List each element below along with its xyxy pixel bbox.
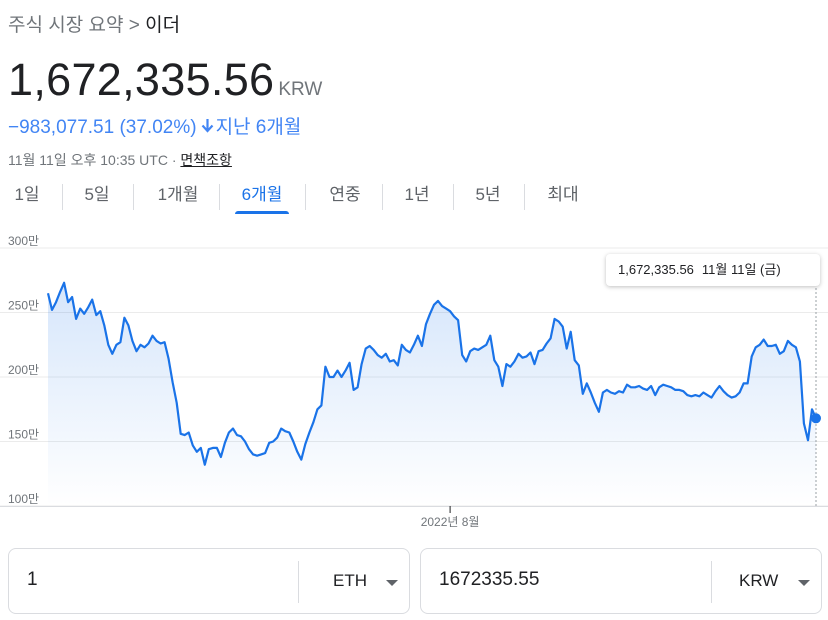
- y-tick-label: 150만: [8, 428, 39, 442]
- price-display: 1,672,335.56 KRW: [8, 54, 322, 106]
- converter-divider: [298, 561, 299, 603]
- price-value: 1,672,335.56: [8, 54, 275, 105]
- y-tick-label: 100만: [8, 492, 39, 506]
- chart-tooltip: 1,672,335.56 11월 11일 (금): [606, 254, 820, 286]
- breadcrumb-separator: >: [128, 15, 140, 36]
- tab-divider: [382, 184, 383, 210]
- tab-max[interactable]: 최대: [547, 185, 579, 204]
- tab-divider: [62, 184, 63, 210]
- tab-divider: [524, 184, 525, 210]
- tab-1m[interactable]: 1개월: [157, 185, 199, 204]
- change-period: 지난 6개월: [215, 117, 302, 138]
- y-tick-label: 250만: [8, 299, 39, 313]
- change-value: −983,077.51 (37.02%): [8, 117, 197, 138]
- tab-1y[interactable]: 1년: [404, 185, 430, 204]
- chevron-down-icon[interactable]: [386, 580, 398, 586]
- chart-price-line: [46, 281, 818, 466]
- converter-to-unit[interactable]: KRW: [739, 571, 779, 590]
- tab-6m[interactable]: 6개월: [233, 178, 291, 214]
- price-chart[interactable]: 100만 150만 200만 250만 300만 2022년 8월2022년 11월: [0, 232, 828, 532]
- tab-divider: [453, 184, 454, 210]
- y-tick-label: 300만: [8, 234, 39, 248]
- breadcrumb-current: 이더: [145, 15, 181, 36]
- breadcrumb-parent[interactable]: 주식 시장 요약: [8, 15, 124, 36]
- arrow-down-icon: [201, 117, 214, 139]
- converter-from-amount[interactable]: 1: [27, 569, 38, 590]
- timestamp: 11월 11일 오후 10:35 UTC: [8, 152, 168, 168]
- chart-area-fill: [48, 282, 816, 506]
- converter-from-unit[interactable]: ETH: [333, 571, 367, 590]
- y-axis-labels: 100만 150만 200만 250만 300만: [8, 234, 39, 506]
- disclaimer-link[interactable]: 면책조항: [180, 152, 232, 168]
- x-tick-label: 2022년 8월: [421, 515, 480, 529]
- hover-point: [811, 413, 821, 424]
- tab-divider: [219, 184, 220, 210]
- price-meta: 11월 11일 오후 10:35 UTC · 면책조항: [8, 150, 232, 170]
- x-axis-labels: 2022년 8월2022년 11월: [421, 506, 480, 529]
- converter-from: 1 ETH: [8, 548, 410, 614]
- tooltip-value: 1,672,335.56: [618, 262, 694, 277]
- tooltip-date: 11월 11일 (금): [701, 262, 781, 277]
- tab-5y[interactable]: 5년: [475, 185, 501, 204]
- tab-1d[interactable]: 1일: [14, 185, 40, 204]
- price-currency: KRW: [278, 79, 323, 100]
- meta-separator: ·: [171, 152, 177, 168]
- converter-to-amount[interactable]: 1672335.55: [439, 569, 540, 590]
- converter-to: 1672335.55 KRW: [420, 548, 822, 614]
- tab-divider: [133, 184, 134, 210]
- y-tick-label: 200만: [8, 363, 39, 377]
- range-tabs: 1일 5일 1개월 6개월 연중 1년 5년 최대: [0, 178, 828, 216]
- breadcrumb: 주식 시장 요약 > 이더: [8, 10, 180, 37]
- tab-5d[interactable]: 5일: [84, 185, 110, 204]
- price-change: −983,077.51 (37.02%) 지난 6개월: [8, 112, 301, 139]
- tab-divider: [305, 184, 306, 210]
- chevron-down-icon[interactable]: [798, 580, 810, 586]
- converter-divider: [711, 561, 712, 603]
- tab-ytd[interactable]: 연중: [329, 185, 361, 204]
